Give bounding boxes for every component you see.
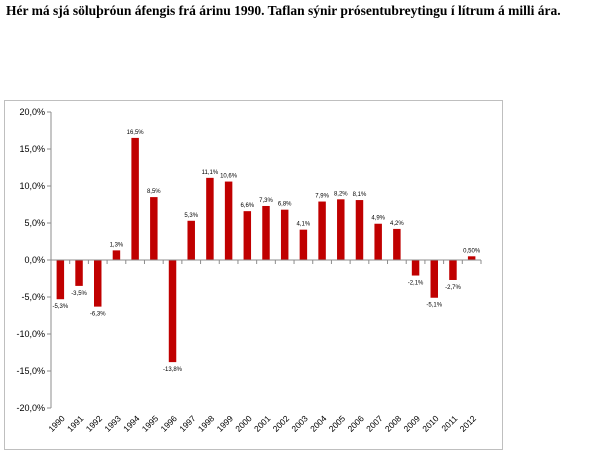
bar [337,199,345,260]
bar [262,205,270,260]
data-label: 16,5% [127,130,145,136]
bar [150,197,158,260]
x-tick-label: 2001 [252,413,273,434]
data-label: 8,5% [147,189,161,195]
x-tick-label: 2012 [458,413,479,434]
data-label: 4,9% [371,216,385,222]
x-tick-label: 2010 [420,413,441,434]
y-tick-label: -20,0% [16,403,45,413]
x-tick-label: 1998 [196,413,217,434]
bar [75,260,83,286]
y-tick-label: -5,0% [21,292,45,302]
y-tick-label: 0,0% [24,255,45,265]
x-tick-label: 2005 [327,413,348,434]
y-tick-label: 20,0% [19,107,45,117]
page-heading: Hér má sjá söluþróun áfengis frá árinu 1… [6,3,561,18]
data-label: 6,8% [278,202,292,208]
x-tick-label: 2011 [439,413,459,433]
y-tick-label: 10,0% [19,181,45,191]
data-label: 11,1% [202,170,219,176]
y-tick-label: -15,0% [16,366,45,376]
y-tick-label: 5,0% [24,218,45,228]
data-label: -2,7% [445,285,461,291]
data-label: 7,3% [259,198,273,204]
x-tick-label: 1992 [84,413,105,434]
data-label: 4,2% [390,221,404,227]
data-label: 10,6% [220,174,238,180]
bar [449,260,457,280]
data-label: 0,50% [463,248,481,254]
bar [168,260,177,363]
bar-chart: 20,0% 15,0% 10,0% 5,0% 0,0% -5,0% -10,0% -15,0%… [16,107,482,434]
x-tick-label: 2002 [271,413,292,434]
data-label: 8,1% [353,192,367,198]
bar [131,137,139,260]
data-label: -5,1% [426,303,442,309]
chart-frame: 20,0% 15,0% 10,0% 5,0% 0,0% -5,0% -10,0% -15,0%… [4,100,503,450]
bar [280,209,289,260]
bar [318,201,326,260]
bar [393,228,401,260]
bar [467,256,476,260]
bar [56,260,65,300]
data-label: 5,3% [184,213,198,219]
x-tick-label: 1996 [158,413,179,434]
y-tick-label: -10,0% [16,329,45,339]
x-tick-label: 2004 [308,413,329,434]
x-tick-label: 1993 [102,413,123,434]
data-label: -2,1% [408,281,424,287]
data-label: 1,3% [110,242,124,248]
y-tick-label: 15,0% [19,144,45,154]
x-tick-label: 2007 [364,413,385,434]
bar [374,223,382,260]
data-label: -13,8% [163,367,183,373]
data-label: 8,2% [334,191,348,197]
x-tick-label: 2006 [345,413,366,434]
bar [430,260,438,298]
data-label: 4,1% [297,222,311,228]
data-label: -3,5% [71,291,87,297]
data-label: 7,9% [315,194,329,200]
x-tick-label: 1994 [121,413,142,434]
bar [243,211,252,260]
x-tick-label: 1990 [46,413,67,434]
x-tick-label: 2003 [289,413,310,434]
x-tick-label: 2009 [402,413,423,434]
x-tick-label: 1995 [140,413,161,434]
bar [112,250,121,260]
bar [411,260,420,276]
data-label: -5,3% [53,304,69,310]
data-label: 6,6% [240,203,254,209]
x-tick-label: 2008 [383,413,404,434]
x-tick-label: 2000 [233,413,254,434]
bar [299,229,308,260]
data-label: -6,3% [90,312,106,318]
x-tick-label: 1999 [215,413,236,434]
bar [94,260,102,307]
bar [206,177,214,260]
bar [224,181,233,260]
bar [187,220,195,260]
x-tick-label: 1991 [65,413,86,434]
bar [355,200,364,260]
x-tick-label: 1997 [177,413,198,434]
